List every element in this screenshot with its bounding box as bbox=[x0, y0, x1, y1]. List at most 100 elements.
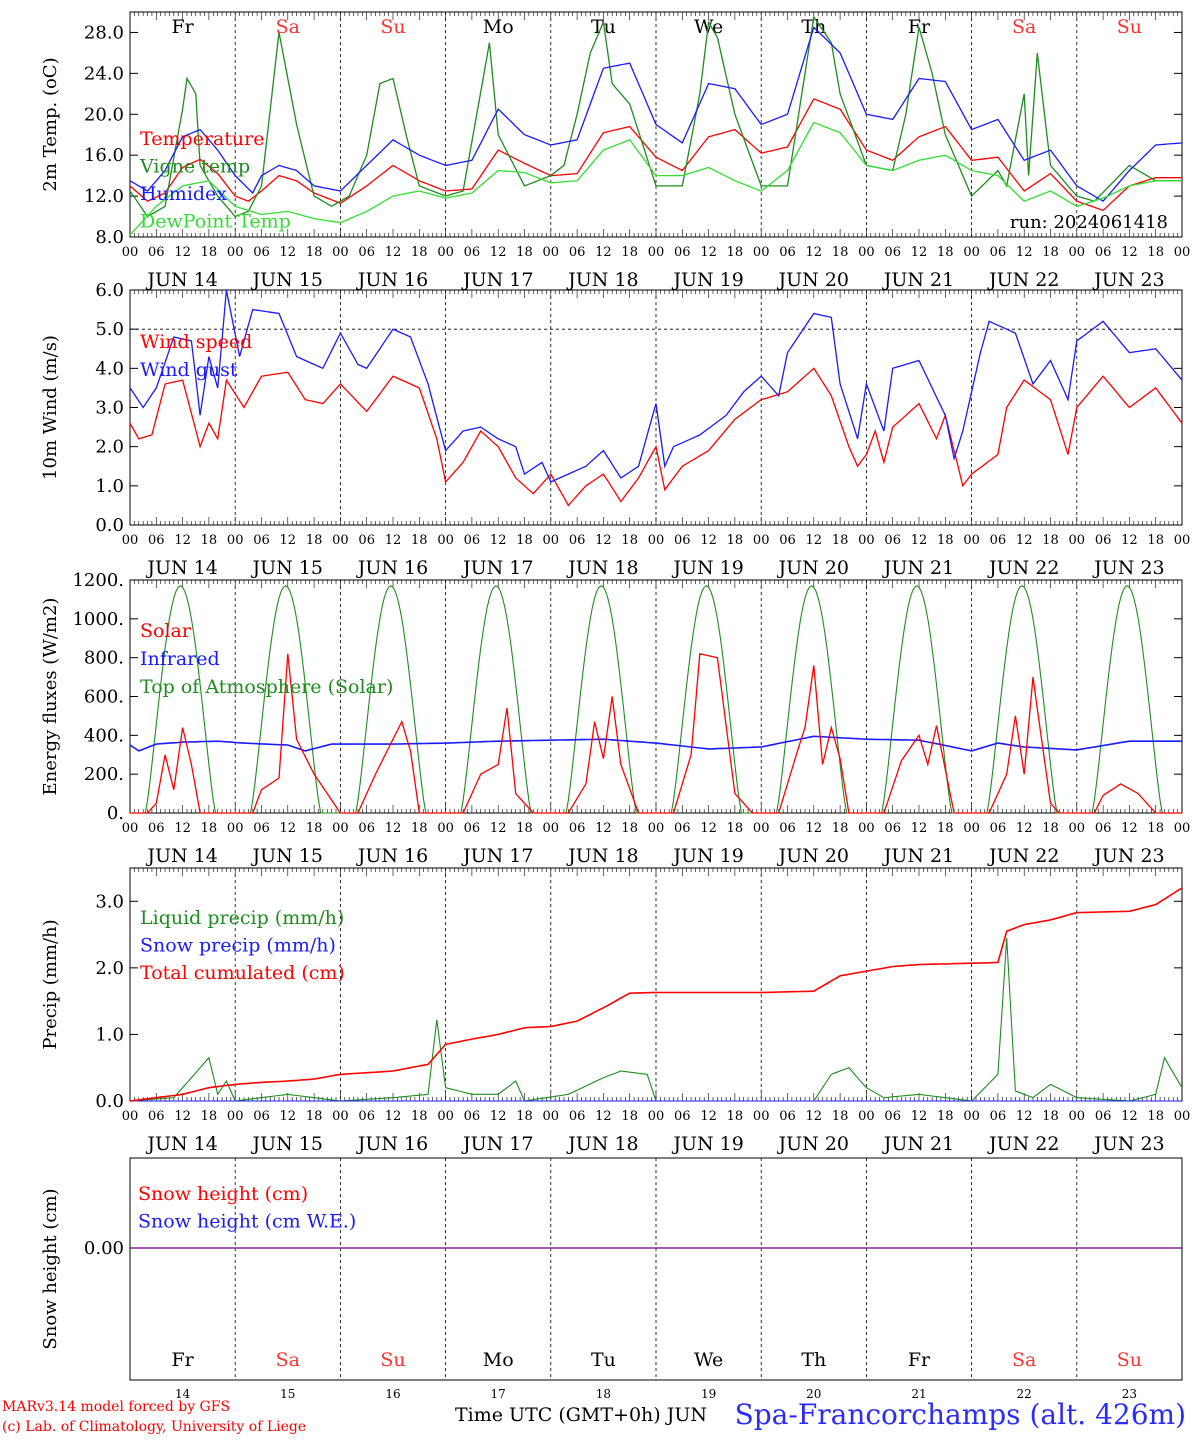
hour-tick-label: 18 bbox=[516, 821, 533, 836]
hour-tick-label: 00 bbox=[858, 821, 875, 836]
y-tick-label: 3.0 bbox=[95, 398, 124, 419]
hour-tick-label: 12 bbox=[595, 821, 612, 836]
hour-tick-label: 12 bbox=[1016, 821, 1033, 836]
weekday-label: Sa bbox=[276, 1349, 300, 1371]
hour-tick-label: 00 bbox=[227, 533, 244, 548]
hour-tick-label: 00 bbox=[963, 821, 980, 836]
date-label: JUN 23 bbox=[1092, 269, 1164, 291]
weekday-label: Th bbox=[801, 1349, 826, 1371]
hour-tick-label: 12 bbox=[806, 533, 823, 548]
y-tick-label: 3.0 bbox=[95, 891, 124, 912]
date-label: JUN 19 bbox=[671, 557, 743, 579]
y-tick-label: 600. bbox=[84, 687, 124, 708]
hour-tick-label: 18 bbox=[411, 533, 428, 548]
date-label: JUN 22 bbox=[987, 1133, 1059, 1155]
hour-tick-label: 12 bbox=[280, 533, 297, 548]
hour-tick-label: 00 bbox=[858, 533, 875, 548]
y-tick-label: 1.0 bbox=[95, 476, 124, 497]
hour-tick-label: 00 bbox=[122, 245, 139, 260]
hour-tick-label: 00 bbox=[858, 1109, 875, 1124]
hour-tick-label: 00 bbox=[332, 1109, 349, 1124]
legend-entry: Top of Atmosphere (Solar) bbox=[140, 676, 393, 698]
date-label: JUN 18 bbox=[566, 1133, 638, 1155]
legend-entry: Infrared bbox=[140, 648, 220, 670]
hour-tick-label: 12 bbox=[911, 1109, 928, 1124]
hour-tick-label: 18 bbox=[621, 533, 638, 548]
hour-tick-label: 00 bbox=[332, 245, 349, 260]
line-vigne-temp bbox=[129, 15, 1182, 218]
hour-tick-label: 06 bbox=[464, 533, 481, 548]
y-axis-label: 2m Temp. (oC) bbox=[40, 57, 61, 191]
hour-tick-label: 00 bbox=[963, 1109, 980, 1124]
y-tick-label: 0. bbox=[107, 803, 124, 824]
hour-tick-label: 06 bbox=[674, 245, 691, 260]
y-tick-label: 2.0 bbox=[95, 437, 124, 458]
hour-tick-label: 06 bbox=[990, 245, 1007, 260]
date-label: JUN 22 bbox=[987, 845, 1059, 867]
hour-tick-label: 12 bbox=[595, 533, 612, 548]
hour-tick-label: 06 bbox=[253, 821, 270, 836]
hour-tick-label: 18 bbox=[201, 533, 218, 548]
hour-tick-label: 00 bbox=[963, 533, 980, 548]
day-number-label: 14 bbox=[175, 1387, 191, 1401]
station-name: Spa-Francorchamps (alt. 426m) bbox=[734, 1398, 1186, 1431]
y-tick-label: 20.0 bbox=[84, 104, 124, 125]
hour-tick-label: 18 bbox=[411, 245, 428, 260]
hour-tick-label: 12 bbox=[174, 245, 191, 260]
day-number-label: 23 bbox=[1122, 1387, 1137, 1401]
hour-tick-label: 12 bbox=[174, 1109, 191, 1124]
date-label: JUN 23 bbox=[1092, 845, 1164, 867]
hour-tick-label: 12 bbox=[490, 533, 507, 548]
y-tick-label: 800. bbox=[84, 648, 124, 669]
weekday-label: Su bbox=[380, 16, 405, 38]
hour-tick-label: 12 bbox=[806, 245, 823, 260]
date-label: JUN 19 bbox=[671, 1133, 743, 1155]
hour-tick-label: 06 bbox=[253, 533, 270, 548]
legend-entry: Liquid precip (mm/h) bbox=[140, 907, 344, 929]
hour-tick-label: 18 bbox=[1042, 1109, 1059, 1124]
hour-tick-label: 18 bbox=[411, 821, 428, 836]
weekday-label: Sa bbox=[1012, 1349, 1036, 1371]
hour-tick-label: 06 bbox=[569, 533, 586, 548]
date-label: JUN 15 bbox=[251, 845, 323, 867]
hour-tick-label: 00 bbox=[1069, 245, 1086, 260]
hour-tick-label: 00 bbox=[227, 821, 244, 836]
hour-tick-label: 00 bbox=[648, 821, 665, 836]
hour-tick-label: 06 bbox=[464, 821, 481, 836]
hour-tick-label: 12 bbox=[595, 245, 612, 260]
hour-tick-label: 06 bbox=[358, 1109, 375, 1124]
date-label: JUN 22 bbox=[987, 269, 1059, 291]
hour-tick-label: 18 bbox=[201, 245, 218, 260]
copyright-credit: (c) Lab. of Climatology, University of L… bbox=[2, 1419, 307, 1435]
hour-tick-label: 00 bbox=[332, 821, 349, 836]
panel-4: 00 06 12 18 JUN 14 00 06 12 18 JUN 15 00 06 12 18 JUN … bbox=[40, 867, 1190, 1155]
hour-tick-label: 06 bbox=[884, 245, 901, 260]
y-tick-label: 1200. bbox=[72, 570, 124, 591]
hour-tick-label: 06 bbox=[253, 1109, 270, 1124]
hour-tick-label: 06 bbox=[569, 821, 586, 836]
line-temperature bbox=[129, 98, 1182, 212]
date-label: JUN 21 bbox=[882, 269, 954, 291]
hour-tick-label: 18 bbox=[306, 533, 323, 548]
day-number-label: 15 bbox=[280, 1387, 295, 1401]
hour-tick-label: 18 bbox=[937, 533, 954, 548]
hour-tick-label: 12 bbox=[1121, 533, 1138, 548]
hour-tick-label: 06 bbox=[464, 1109, 481, 1124]
hour-tick-label: 00 bbox=[753, 245, 770, 260]
panel-3: 00 06 12 18 JUN 14 00 06 12 18 JUN 15 00 06 12 18 JUN … bbox=[40, 579, 1190, 867]
y-tick-label: 6.0 bbox=[95, 280, 124, 301]
hour-tick-label: 06 bbox=[1095, 245, 1112, 260]
hour-tick-label: 12 bbox=[280, 821, 297, 836]
hour-tick-label: 00 bbox=[648, 245, 665, 260]
y-tick-label: 8.0 bbox=[95, 227, 124, 248]
hour-tick-label: 06 bbox=[1095, 821, 1112, 836]
hour-tick-label: 00 bbox=[437, 821, 454, 836]
y-tick-label: 28.0 bbox=[84, 22, 124, 43]
weekday-label: Su bbox=[1117, 16, 1142, 38]
y-tick-label: 2.0 bbox=[95, 958, 124, 979]
hour-tick-label: 06 bbox=[990, 1109, 1007, 1124]
day-number-label: 16 bbox=[385, 1387, 400, 1401]
line-infrared bbox=[129, 735, 1182, 752]
hour-tick-label: 00 bbox=[753, 821, 770, 836]
hour-tick-label: 06 bbox=[148, 821, 165, 836]
